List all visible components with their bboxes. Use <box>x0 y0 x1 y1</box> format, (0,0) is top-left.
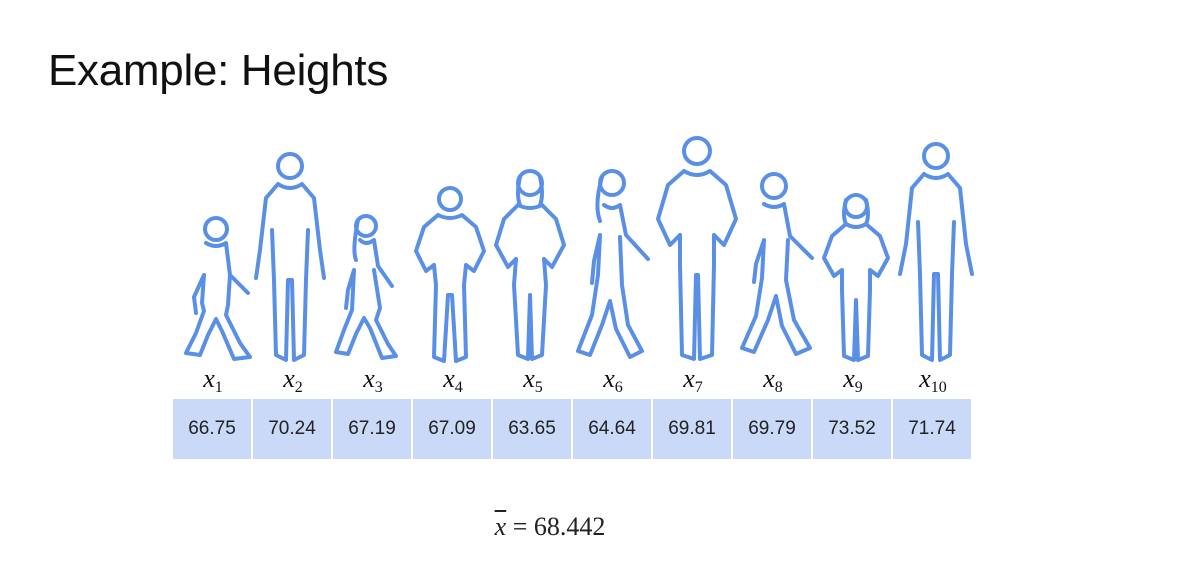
person-10-silhouette <box>898 142 974 362</box>
person-9-silhouette <box>822 193 890 362</box>
height-cell: 71.74 <box>893 399 971 459</box>
mean-symbol: x <box>494 512 507 541</box>
height-cell: 69.79 <box>733 399 811 459</box>
height-cell: 64.64 <box>573 399 651 459</box>
person-2-silhouette <box>254 152 326 362</box>
heights-table: 66.75 70.24 67.19 67.09 63.65 64.64 69.8… <box>173 399 971 459</box>
slide-title: Example: Heights <box>48 46 389 95</box>
height-cell: 66.75 <box>173 399 251 459</box>
equals-sign: = <box>512 512 528 541</box>
height-cell: 67.09 <box>413 399 491 459</box>
person-1-silhouette <box>184 216 252 361</box>
person-6-silhouette <box>576 169 650 359</box>
people-silhouettes <box>170 130 980 365</box>
label-x9: x9 <box>843 364 863 396</box>
height-cell: 70.24 <box>253 399 331 459</box>
label-x4: x4 <box>443 364 463 396</box>
label-x5: x5 <box>523 364 543 396</box>
variable-labels: x1 x2 x3 x4 x5 x6 x7 x8 x9 x10 <box>173 364 973 396</box>
mean-value: 68.442 <box>533 512 606 541</box>
person-8-silhouette <box>740 172 814 356</box>
height-cell: 73.52 <box>813 399 891 459</box>
label-x10: x10 <box>919 364 947 396</box>
label-x1: x1 <box>203 364 223 396</box>
person-4-silhouette <box>414 186 486 363</box>
mean-formula: x = 68.442 <box>0 512 1100 542</box>
label-x8: x8 <box>763 364 783 396</box>
person-7-silhouette <box>656 136 738 361</box>
label-x7: x7 <box>683 364 703 396</box>
person-3-silhouette <box>334 214 398 360</box>
label-x2: x2 <box>283 364 303 396</box>
height-cell: 69.81 <box>653 399 731 459</box>
height-cell: 63.65 <box>493 399 571 459</box>
label-x6: x6 <box>603 364 623 396</box>
person-5-silhouette <box>494 169 566 361</box>
height-cell: 67.19 <box>333 399 411 459</box>
label-x3: x3 <box>363 364 383 396</box>
